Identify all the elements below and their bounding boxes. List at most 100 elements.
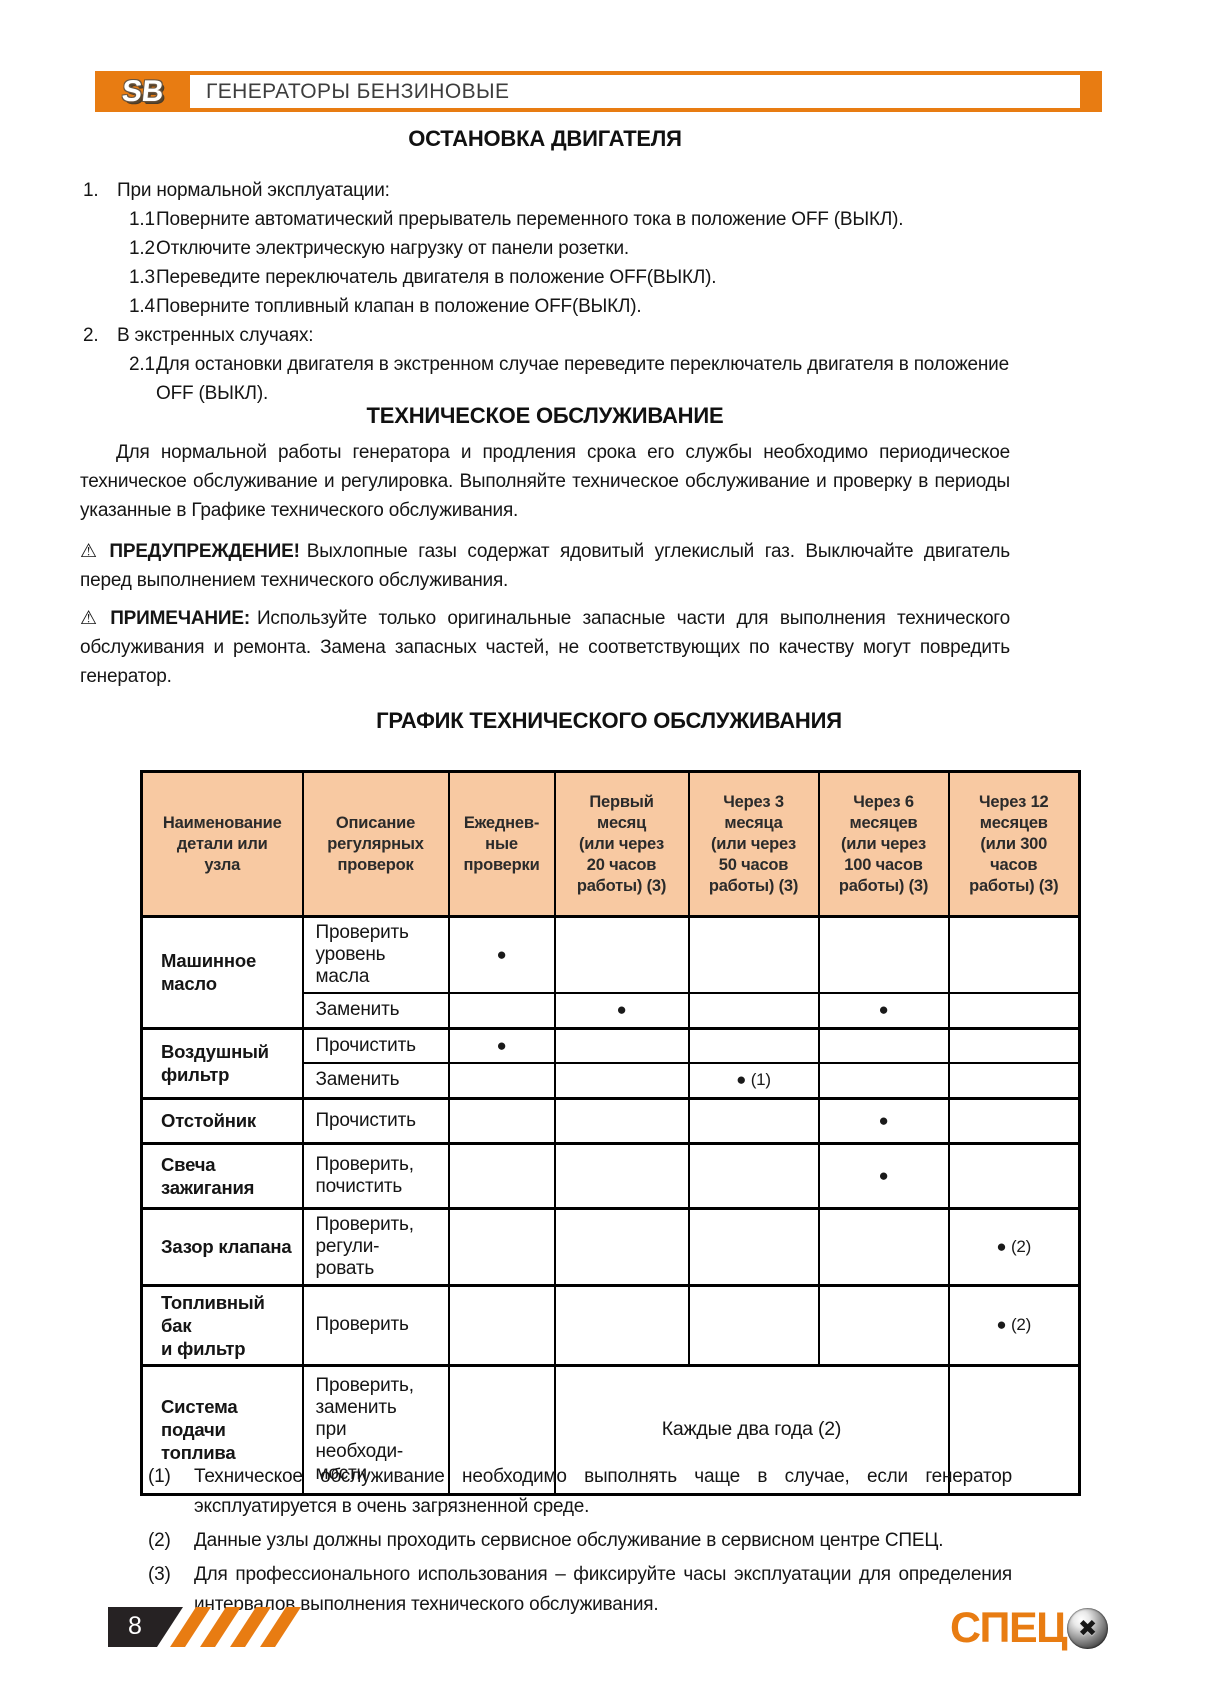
brand-footer-logo: СПЕЦ ✖ <box>950 1604 1109 1653</box>
column-header: Ежеднев- ные проверки <box>447 770 556 918</box>
interval-mark-cell <box>687 1026 820 1064</box>
interval-mark-cell <box>947 992 1081 1029</box>
table-row: Машинное масло Проверить уровень масла ● <box>140 915 1081 1029</box>
list-item: 1. При нормальной эксплуатации: <box>83 176 1013 205</box>
table-body: Машинное масло Проверить уровень масла ● За… <box>140 915 1081 1495</box>
table-row: Топливный бак и фильтр Проверить ● (2) <box>140 1283 1081 1366</box>
footnote-text: Данные узлы должны проходить сервисное о… <box>194 1530 944 1551</box>
column-header: Через 3 месяца (или через 50 часов работ… <box>687 770 820 918</box>
warning-text: Выхлопные газы содержат ядовитый углекис… <box>80 541 1010 591</box>
column-header: Описание регулярных проверок <box>301 770 450 918</box>
table-row: Система подачи топлива Проверить, заменит… <box>140 1363 1081 1495</box>
engine-stop-title: ОСТАНОВКА ДВИГАТЕЛЯ <box>408 126 682 151</box>
interval-mark-cell <box>447 1206 556 1286</box>
interval-mark-cell <box>553 1026 690 1064</box>
interval-mark-cell <box>947 915 1081 994</box>
check-description-cell: Проверить <box>301 1283 450 1366</box>
interval-mark-cell <box>947 1026 1081 1064</box>
list-item: 2.1Для остановки двигателя в экстренном … <box>106 350 1013 408</box>
interval-mark-cell <box>817 1283 950 1366</box>
footnote-item: (3) Для профессионального использования –… <box>148 1560 1012 1620</box>
interval-mark-cell <box>447 1096 556 1144</box>
interval-mark-cell <box>447 1283 556 1366</box>
list-item-label: 1.4 <box>129 296 155 317</box>
column-header: Через 12 месяцев (или 300 часов работы) … <box>947 770 1081 918</box>
table-row: Воздушный фильтр Прочистить ● <box>140 1026 1081 1099</box>
note-label: ПРИМЕЧАНИЕ: <box>110 608 250 629</box>
interval-mark-cell: ● <box>817 992 950 1029</box>
interval-mark-cell: ● <box>817 1141 950 1209</box>
interval-mark-cell <box>553 915 690 994</box>
interval-mark-cell: ● <box>447 1026 556 1064</box>
check-description-cell: Прочистить <box>301 1096 450 1144</box>
footnotes: (1) Техническое обслуживание необходимо в… <box>148 1462 1012 1624</box>
interval-mark-cell: ● (2) <box>947 1283 1081 1366</box>
table-row: Заменить ● ● <box>142 992 1081 1029</box>
warning-paragraph: ⚠ ПРЕДУПРЕЖДЕНИЕ! Выхлопные газы содержат … <box>80 537 1010 595</box>
table-row: Заменить ● (1) <box>142 1062 1081 1099</box>
column-header: Первый месяц (или через 20 часов работы)… <box>553 770 690 918</box>
interval-mark-cell <box>687 1096 820 1144</box>
interval-mark-cell <box>947 1141 1081 1209</box>
column-header: Наименование детали или узла <box>140 770 304 918</box>
part-name-cell: Машинное масло <box>140 915 304 1029</box>
interval-mark-cell <box>447 1363 556 1495</box>
interval-mark-cell <box>817 1206 950 1286</box>
maintenance-intro: Для нормальной работы генератора и продл… <box>80 442 1010 521</box>
part-name-cell: Топливный бак и фильтр <box>140 1283 304 1366</box>
brand-footer-text: СПЕЦ <box>950 1604 1068 1652</box>
check-description-cell: Заменить <box>301 1062 450 1099</box>
check-description-cell: Проверить уровень масла <box>301 915 450 994</box>
check-description-cell: Прочистить <box>301 1026 450 1064</box>
list-item-label: 1.1 <box>129 209 155 230</box>
list-item: 1.3Переведите переключатель двигателя в … <box>106 263 1013 292</box>
page-number: 8 <box>128 1612 142 1640</box>
footnote-label: (1) <box>148 1466 171 1487</box>
interval-mark-cell: ● <box>553 992 690 1029</box>
footnote-text: Для профессионального использования – фи… <box>194 1564 1012 1615</box>
footnote-item: (1) Техническое обслуживание необходимо в… <box>148 1462 1012 1522</box>
engine-stop-list: 1. При нормальной эксплуатации: 1.1Поверни… <box>83 176 1013 408</box>
list-item-label: 2.1 <box>129 354 155 375</box>
warning-label: ПРЕДУПРЕЖДЕНИЕ! <box>109 541 300 562</box>
part-name-cell: Воздушный фильтр <box>140 1026 304 1099</box>
footnote-label: (2) <box>148 1530 171 1551</box>
warning-triangle-icon: ⚠ <box>80 541 103 562</box>
part-name-cell: Свеча зажигания <box>140 1141 304 1209</box>
header-title-box: ГЕНЕРАТОРЫ БЕНЗИНОВЫЕ <box>190 75 1080 108</box>
interval-mark-cell <box>947 1062 1081 1099</box>
list-item-label: 2. <box>83 325 99 346</box>
interval-mark-cell <box>817 1062 950 1099</box>
list-item-label: 1.3 <box>129 267 155 288</box>
interval-mark-cell <box>687 992 820 1029</box>
check-description-cell: Заменить <box>301 992 450 1029</box>
interval-mark-cell <box>447 992 556 1029</box>
interval-mark-cell <box>447 1141 556 1209</box>
interval-mark-cell <box>687 1283 820 1366</box>
maintenance-title: ТЕХНИЧЕСКОЕ ОБСЛУЖИВАНИЕ <box>366 403 724 428</box>
check-description-cell: Проверить, почистить <box>301 1141 450 1209</box>
maintenance-schedule-table: Наименование детали или узла Описание рег… <box>140 770 1081 1496</box>
list-item-label: 1.2 <box>129 238 155 259</box>
part-name-cell: Система подачи топлива <box>140 1363 304 1495</box>
interval-mark-cell <box>817 1026 950 1064</box>
interval-mark-cell <box>553 1141 690 1209</box>
footnote-item: (2) Данные узлы должны проходить сервисно… <box>148 1526 1012 1556</box>
brand-logo-badge: SB <box>95 71 190 112</box>
interval-mark-cell: ● <box>817 1096 950 1144</box>
schedule-table-title: ГРАФИК ТЕХНИЧЕСКОГО ОБСЛУЖИВАНИЯ <box>376 708 842 733</box>
list-item-label: 1. <box>83 180 99 201</box>
check-description-cell: Проверить, заменить при необходи- мости <box>301 1363 450 1495</box>
check-description-cell: Проверить, регули- ровать <box>301 1206 450 1286</box>
part-name-cell: Отстойник <box>140 1096 304 1144</box>
header-title: ГЕНЕРАТОРЫ БЕНЗИНОВЫЕ <box>206 79 510 103</box>
column-header: Через 6 месяцев (или через 100 часов раб… <box>817 770 950 918</box>
footnote-label: (3) <box>148 1564 171 1585</box>
interval-mark-cell <box>817 915 950 994</box>
table-row: Свеча зажигания Проверить, почистить ● <box>140 1141 1081 1209</box>
screw-head-icon: ✖ <box>1067 1608 1109 1649</box>
schedule-table-wrap: Наименование детали или узла Описание рег… <box>140 770 1081 1496</box>
footnote-text: Техническое обслуживание необходимо выпо… <box>194 1466 1012 1517</box>
merged-interval-cell: Каждые два года (2) <box>553 1363 950 1495</box>
